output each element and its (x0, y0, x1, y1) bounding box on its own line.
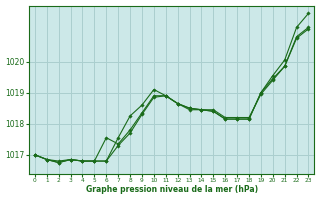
X-axis label: Graphe pression niveau de la mer (hPa): Graphe pression niveau de la mer (hPa) (86, 185, 258, 194)
